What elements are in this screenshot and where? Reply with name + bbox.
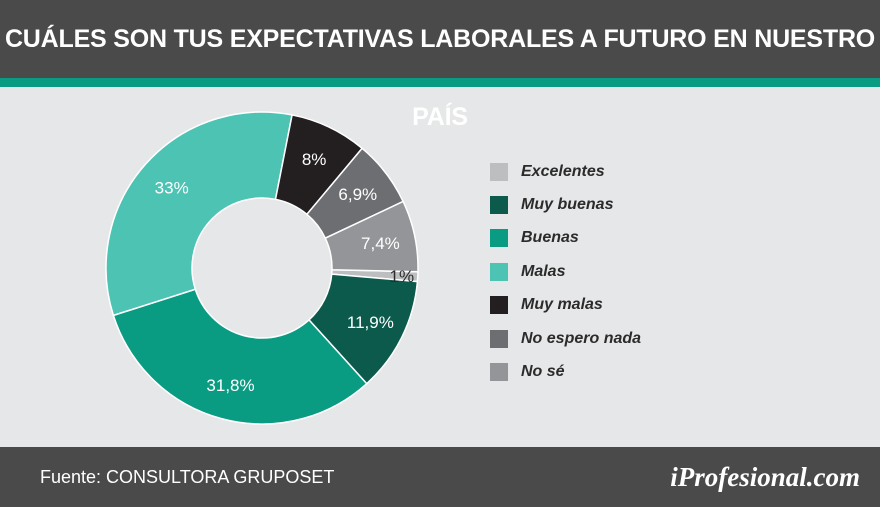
slice-value-label: 6,9% <box>338 185 377 204</box>
chart-legend: Excelentes Muy buenas Buenas Malas Muy m… <box>490 155 690 389</box>
legend-item-buenas: Buenas <box>490 222 690 255</box>
footer-bar: Fuente: CONSULTORA GRUPOSET iProfesional… <box>0 447 880 507</box>
legend-label: Muy buenas <box>521 196 614 214</box>
legend-item-excelentes: Excelentes <box>490 155 690 188</box>
legend-label: No sé <box>521 363 565 381</box>
legend-item-no-se: No sé <box>490 355 690 388</box>
slice-value-label: 7,4% <box>361 234 400 253</box>
legend-swatch <box>490 296 508 315</box>
header-bar <box>0 0 880 78</box>
legend-item-muy-malas: Muy malas <box>490 289 690 322</box>
legend-swatch <box>490 229 508 248</box>
donut-slice-buenas <box>112 288 368 425</box>
legend-label: Muy malas <box>521 296 603 314</box>
donut-slice-no-s- <box>324 200 419 273</box>
legend-swatch <box>490 262 508 281</box>
slice-value-label: 31,8% <box>206 376 254 395</box>
legend-label: Excelentes <box>521 162 605 180</box>
legend-label: Buenas <box>521 229 579 247</box>
legend-item-no-espero-nada: No espero nada <box>490 322 690 355</box>
legend-label: No espero nada <box>521 329 642 347</box>
slice-value-label: 11,9% <box>347 313 394 332</box>
slice-value-label: 33% <box>155 178 189 197</box>
donut-chart: 1% 11,9% 31,8% 33% 8% 6,9% 7,4% <box>105 111 419 425</box>
brand-logo: iProfesional.com <box>670 462 860 492</box>
accent-stripe <box>0 78 880 87</box>
chart-title: CUÁLES SON TUS EXPECTATIVAS LABORALES A … <box>4 25 876 131</box>
legend-swatch <box>490 363 508 382</box>
slice-value-label: 8% <box>302 150 327 169</box>
legend-label: Malas <box>521 262 566 280</box>
legend-swatch <box>490 329 508 348</box>
slice-value-label: 1% <box>389 267 414 286</box>
legend-swatch <box>490 196 508 215</box>
donut-slice-malas <box>105 111 293 317</box>
legend-swatch <box>490 162 508 181</box>
legend-item-muy-buenas: Muy buenas <box>490 188 690 221</box>
source-credit: Fuente: CONSULTORA GRUPOSET <box>40 467 335 487</box>
legend-item-malas: Malas <box>490 255 690 288</box>
